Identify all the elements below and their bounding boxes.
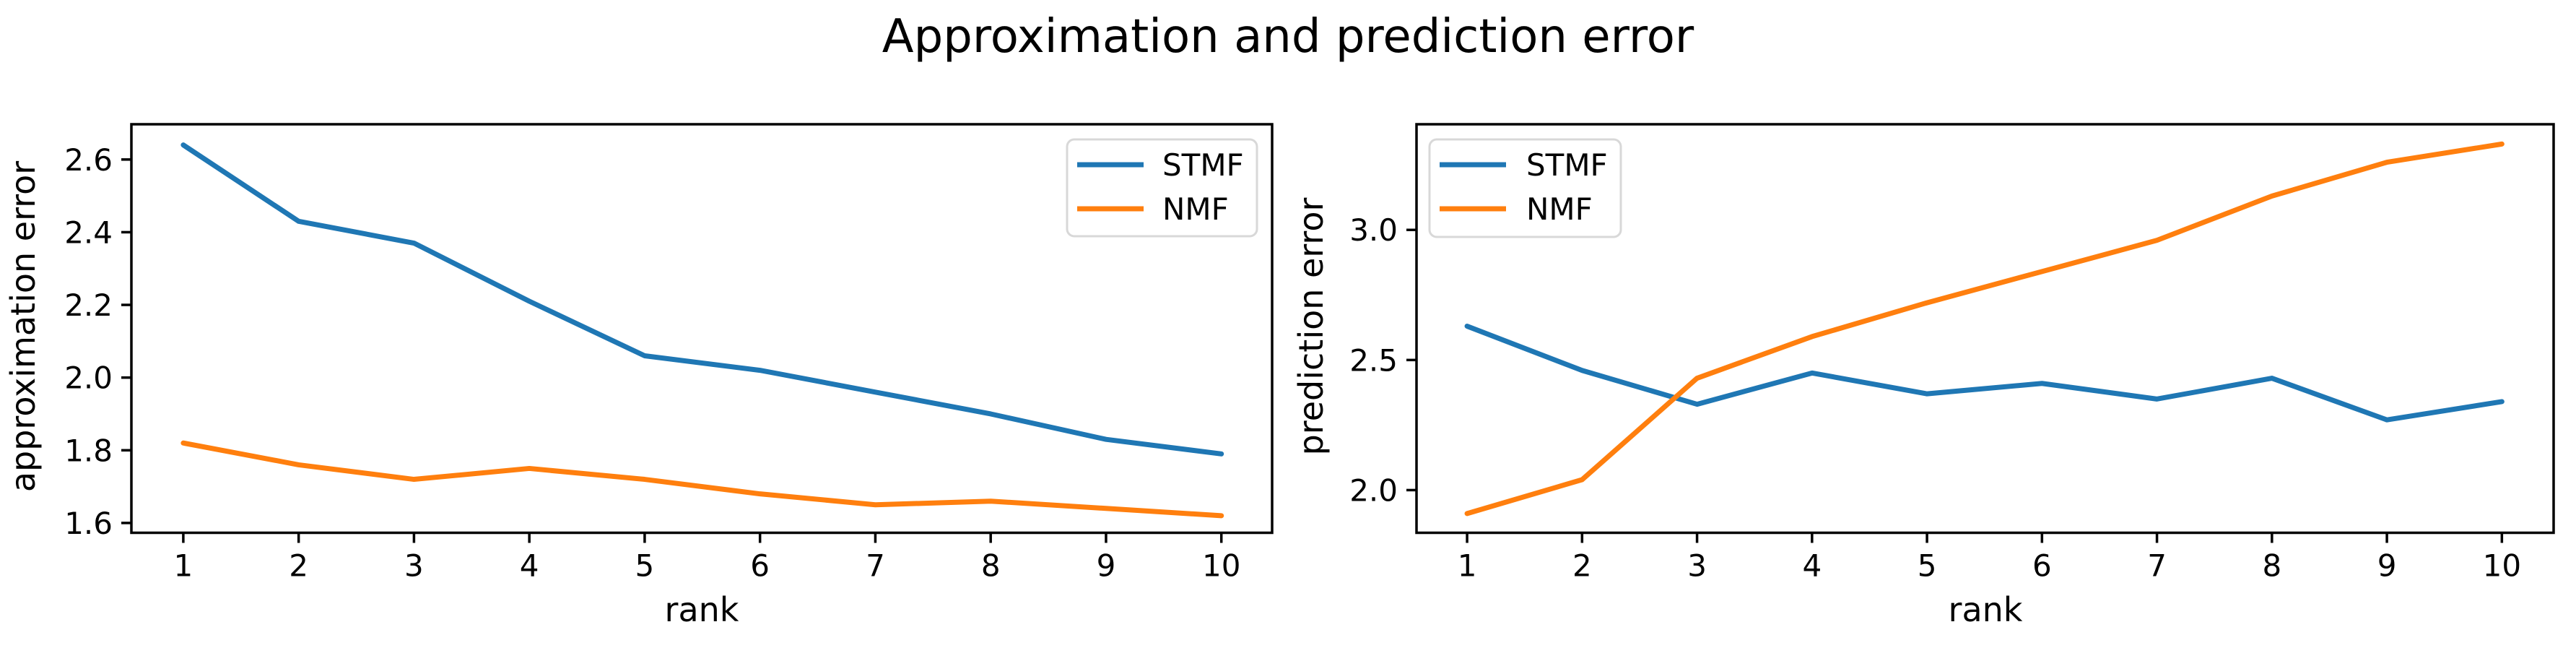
left-y-axis-label: approximation error — [4, 161, 43, 492]
nmf-legend-label: NMF — [1526, 191, 1593, 227]
y-tick-label: 2.0 — [64, 360, 113, 396]
y-tick-label: 1.8 — [64, 433, 113, 468]
x-tick-label: 1 — [1458, 548, 1477, 584]
x-tick-label: 4 — [520, 548, 539, 584]
right-chart: 1 2 3 4 5 6 7 8 9 10 2.0 2.5 3.0 prediction error ra… — [1292, 123, 2555, 629]
right-legend: STMF NMF — [1428, 138, 1622, 238]
x-tick-label: 6 — [2032, 548, 2052, 584]
stmf-legend-label: STMF — [1526, 147, 1608, 183]
x-tick-label: 7 — [866, 548, 885, 584]
x-tick-label: 5 — [635, 548, 655, 584]
left-legend: STMF NMF — [1066, 138, 1258, 238]
x-tick-label: 10 — [1202, 548, 1240, 584]
x-tick-label: 6 — [750, 548, 770, 584]
y-tick-label: 2.6 — [64, 142, 113, 178]
stmf-line — [180, 142, 1224, 457]
y-tick-label: 2.5 — [1349, 342, 1398, 378]
x-tick-label: 10 — [2483, 548, 2521, 584]
nmf-line — [180, 440, 1224, 519]
x-tick-label: 9 — [2377, 548, 2397, 584]
stmf-line — [1464, 324, 2505, 423]
right-x-axis-label: rank — [1949, 590, 2023, 629]
left-chart: 1 2 3 4 5 6 7 8 9 10 1.6 1.8 2.0 2.2 2.4 2.6 approximat… — [4, 123, 1274, 629]
nmf-line — [1464, 141, 2505, 517]
x-tick-label: 8 — [981, 548, 1001, 584]
x-tick-label: 9 — [1097, 548, 1116, 584]
x-tick-label: 2 — [1572, 548, 1592, 584]
y-tick-label: 2.2 — [64, 288, 113, 323]
left-x-axis-label: rank — [665, 590, 739, 629]
x-tick-label: 7 — [2147, 548, 2167, 584]
x-tick-label: 3 — [404, 548, 424, 584]
x-tick-label: 5 — [1918, 548, 1937, 584]
x-tick-label: 1 — [174, 548, 193, 584]
x-tick-label: 8 — [2262, 548, 2281, 584]
figure-title: Approximation and prediction error — [882, 10, 1694, 64]
stmf-legend-label: STMF — [1162, 147, 1244, 183]
y-tick-label: 3.0 — [1349, 212, 1398, 248]
nmf-legend-label: NMF — [1162, 191, 1229, 227]
y-tick-label: 2.4 — [64, 215, 113, 250]
x-tick-label: 3 — [1687, 548, 1707, 584]
x-tick-label: 4 — [1802, 548, 1822, 584]
right-y-axis-label: prediction error — [1292, 198, 1331, 456]
y-tick-label: 1.6 — [64, 506, 113, 541]
y-tick-label: 2.0 — [1349, 472, 1398, 508]
x-tick-label: 2 — [289, 548, 308, 584]
